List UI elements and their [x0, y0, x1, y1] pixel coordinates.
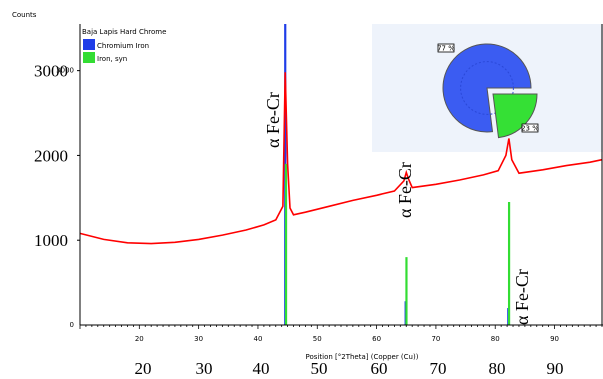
x-tick-label-overlay: 30 [196, 359, 213, 378]
x-tick-label-overlay: 20 [135, 359, 152, 378]
legend: Baja Lapis Hard Chrome Chromium Iron Iro… [82, 28, 166, 63]
phase-pie: 77 % 23 % [437, 43, 539, 139]
peak-annotation: α Fe-Cr [263, 92, 283, 148]
x-tick-label: 90 [550, 335, 559, 343]
x-tick-label: 50 [313, 335, 322, 343]
peak-annotation: α Fe-Cr [512, 269, 532, 325]
pie-label-box [437, 43, 455, 53]
peak-annotations: α Fe-Cr α Fe-Cr α Fe-Cr [263, 92, 532, 325]
pie-label: 77 % [437, 43, 455, 53]
series-line-pattern [79, 72, 603, 245]
peak-annotation: α Fe-Cr [395, 162, 415, 218]
x-tick-label: 20 [135, 335, 144, 343]
x-tick-label-overlay: 80 [489, 359, 506, 378]
y-tick-label: 0 [70, 321, 74, 329]
y-axis-title: Counts [12, 11, 37, 19]
x-tick-label: 40 [253, 335, 262, 343]
legend-swatch-iron-syn [83, 52, 95, 63]
y-tick-label-overlay: 2000 [34, 146, 68, 165]
pie-label-box [521, 123, 539, 133]
x-tick-label-overlay: 70 [430, 359, 447, 378]
x-tick-labels-overlay: 20 30 40 50 60 70 80 90 [135, 359, 564, 378]
x-tick-label: 60 [372, 335, 381, 343]
pie-label: 23 % [521, 123, 539, 133]
y-tick-label-overlay: 3000 [34, 62, 68, 81]
x-axis-title: Position [°2Theta] (Copper (Cu)) [306, 353, 419, 361]
pie-slice-chromium-iron [442, 43, 532, 133]
pie-slice-iron-syn [492, 93, 538, 139]
x-ticks: 20 30 40 50 60 70 80 90 [79, 325, 603, 343]
x-tick-label-overlay: 90 [547, 359, 564, 378]
x-tick-label: 30 [194, 335, 203, 343]
legend-swatch-chromium-iron [83, 39, 95, 50]
y-tick-label-overlay: 1000 [34, 231, 68, 250]
pie-label-text: 77 % [437, 45, 455, 53]
x-tick-label-overlay: 40 [253, 359, 270, 378]
y-tick-labels-overlay: 1000 2000 3000 [34, 62, 68, 251]
x-tick-label-overlay: 50 [311, 359, 328, 378]
pie-inner-ring [460, 61, 514, 115]
y-tick-label: 3000 [56, 67, 74, 75]
legend-title: Baja Lapis Hard Chrome [82, 28, 166, 36]
x-tick-label: 80 [491, 335, 500, 343]
x-tick-label-overlay: 60 [371, 359, 388, 378]
legend-label-chromium-iron: Chromium Iron [97, 42, 149, 50]
pie-label-text: 23 % [521, 125, 539, 133]
y-ticks: 3000 0 [56, 67, 80, 329]
legend-label-iron-syn: Iron, syn [97, 55, 127, 63]
x-tick-label: 70 [431, 335, 440, 343]
